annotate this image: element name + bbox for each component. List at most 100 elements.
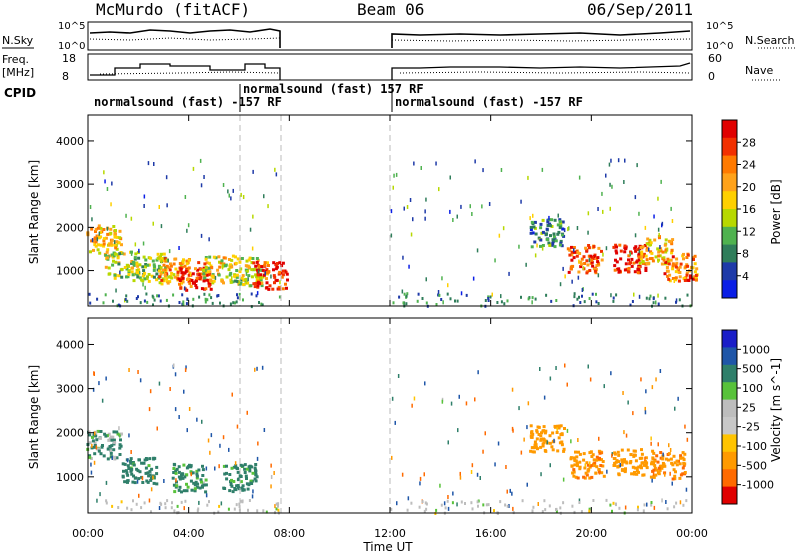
- date-title: 06/Sep/2011: [587, 0, 693, 19]
- speckle-cell: [570, 439, 572, 444]
- speckle-cell: [222, 435, 225, 440]
- echo-cell: [639, 246, 643, 249]
- echo-cell: [116, 256, 120, 260]
- echo-cell: [132, 463, 136, 467]
- echo-cell: [140, 461, 144, 465]
- speckle-cell: [534, 253, 537, 258]
- echo-cell: [132, 474, 135, 478]
- speckle-cell: [256, 291, 259, 296]
- echo-cell: [167, 266, 171, 270]
- echo-cell: [551, 448, 555, 452]
- speckle-cell: [115, 288, 117, 293]
- echo-cell: [665, 266, 669, 269]
- echo-cell: [671, 238, 675, 242]
- echo-cell: [112, 254, 116, 258]
- echo-cell: [106, 457, 110, 461]
- speckle-cell: [582, 287, 584, 292]
- echo-cell: [635, 472, 639, 476]
- speckle-cell: [657, 227, 660, 232]
- speckle-cell: [634, 233, 637, 238]
- speckle-cell: [187, 223, 190, 228]
- echo-cell: [166, 281, 170, 285]
- ground-scatter-cell: [506, 299, 509, 303]
- speckle-cell: [424, 216, 426, 221]
- echo-cell: [106, 248, 110, 252]
- echo-cell: [639, 464, 643, 468]
- echo-cell: [262, 273, 266, 277]
- echo-cell: [583, 466, 587, 470]
- speckle-cell: [158, 381, 161, 386]
- echo-cell: [125, 471, 129, 475]
- echo-cell: [272, 268, 275, 272]
- echo-cell: [681, 456, 685, 460]
- echo-cell: [144, 263, 148, 266]
- ground-scatter-cell: [157, 294, 160, 298]
- ground-scatter-cell: [275, 502, 278, 506]
- echo-cell: [682, 257, 685, 261]
- ground-scatter-cell: [143, 299, 146, 303]
- ground-scatter-cell: [262, 509, 265, 513]
- echo-cell: [548, 244, 552, 247]
- colorbar-swatch: [722, 451, 737, 470]
- echo-cell: [620, 458, 624, 462]
- echo-cell: [96, 226, 100, 230]
- echo-cell: [252, 282, 256, 286]
- echo-cell: [535, 430, 539, 434]
- speckle-cell: [184, 286, 186, 291]
- echo-cell: [250, 261, 254, 265]
- speckle-cell: [98, 231, 101, 236]
- echo-cell: [593, 461, 597, 465]
- speckle-cell: [567, 227, 569, 232]
- ground-scatter-cell: [559, 506, 562, 510]
- echo-cell: [257, 267, 261, 270]
- ground-scatter-cell: [140, 506, 143, 510]
- echo-cell: [195, 485, 199, 489]
- echo-cell: [534, 445, 538, 449]
- echo-cell: [529, 231, 533, 235]
- speckle-cell: [633, 292, 635, 297]
- echo-cell: [686, 253, 690, 257]
- echo-cell: [682, 461, 686, 465]
- freq-tick-top: 18: [62, 52, 76, 65]
- echo-cell: [155, 278, 159, 282]
- echo-cell: [572, 246, 576, 249]
- speckle-cell: [471, 212, 473, 216]
- ground-scatter-cell: [487, 297, 490, 300]
- echo-cell: [90, 227, 94, 231]
- echo-cell: [232, 465, 236, 469]
- echo-cell: [146, 471, 150, 475]
- speckle-cell: [252, 489, 254, 494]
- echo-cell: [552, 239, 555, 243]
- echo-cell: [620, 448, 624, 452]
- echo-cell: [678, 275, 682, 279]
- echo-cell: [119, 438, 122, 442]
- echo-cell: [601, 464, 605, 468]
- ground-scatter-cell: [124, 298, 127, 301]
- echo-cell: [204, 287, 208, 291]
- echo-cell: [645, 466, 649, 470]
- speckle-cell: [525, 262, 527, 267]
- echo-cell: [684, 265, 688, 269]
- speckle-cell: [401, 472, 404, 477]
- speckle-cell: [447, 506, 450, 511]
- echo-cell: [142, 461, 146, 465]
- speckle-cell: [144, 285, 146, 290]
- echo-cell: [691, 266, 695, 270]
- echo-cell: [195, 469, 199, 473]
- echo-cell: [207, 281, 211, 285]
- echo-cell: [666, 260, 670, 263]
- echo-cell: [644, 269, 648, 272]
- echo-cell: [234, 255, 237, 259]
- ground-scatter-cell: [440, 503, 443, 507]
- speckle-cell: [186, 428, 188, 433]
- echo-cell: [204, 265, 208, 269]
- ground-scatter-cell: [146, 300, 149, 304]
- echo-cell: [555, 431, 559, 434]
- speckle-cell: [566, 382, 568, 387]
- speckle-cell: [119, 270, 121, 275]
- echo-cell: [123, 462, 127, 466]
- echo-cell: [203, 276, 207, 280]
- x-tick-label: 04:00: [173, 527, 205, 540]
- echo-cell: [542, 425, 546, 429]
- echo-cell: [694, 274, 698, 277]
